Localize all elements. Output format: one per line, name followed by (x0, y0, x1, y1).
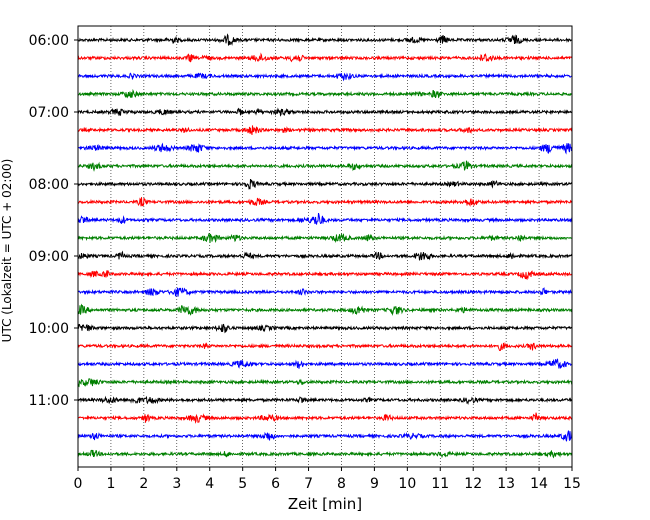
x-tick-label: 5 (238, 476, 247, 492)
trace-1030 (77, 358, 573, 369)
trace-0745 (77, 160, 573, 172)
trace-0600 (77, 33, 573, 46)
plot-area-frame (77, 25, 573, 468)
trace-1000 (77, 323, 573, 334)
x-tick-label: 10 (398, 476, 416, 492)
trace-0715 (77, 125, 573, 136)
trace-0730 (77, 142, 573, 155)
trace-0700 (77, 107, 573, 117)
x-tick-label: 1 (106, 476, 115, 492)
trace-0615 (77, 52, 573, 63)
trace-1115 (77, 412, 573, 424)
x-tick-label: 3 (172, 476, 181, 492)
x-tick-label: 13 (497, 476, 515, 492)
x-tick-label: 0 (74, 476, 83, 492)
x-axis-label: Zeit [min] (288, 495, 362, 513)
x-tick-label: 2 (139, 476, 148, 492)
trace-0630 (77, 72, 573, 82)
x-tick-label: 8 (337, 476, 346, 492)
trace-1130 (77, 430, 573, 442)
y-tick-label: 08:00 (29, 177, 69, 193)
trace-0845 (77, 232, 573, 244)
trace-0815 (77, 197, 573, 208)
trace-1045 (77, 378, 573, 388)
seismic-traces (77, 33, 573, 459)
x-tick-label: 11 (431, 476, 449, 492)
trace-0800 (77, 178, 573, 190)
y-axis-label: UTC (Lokalzeit = UTC + 02:00) (0, 159, 14, 343)
trace-1145 (77, 449, 573, 459)
x-tick-label: 14 (530, 476, 548, 492)
trace-1100 (77, 395, 573, 406)
x-tick-label: 12 (464, 476, 482, 492)
x-axis-ticks: 0 1 2 3 4 5 6 7 8 9 10 11 12 13 14 15 (74, 467, 581, 492)
trace-1015 (77, 341, 573, 352)
y-tick-label: 10:00 (29, 321, 69, 337)
x-tick-label: 9 (370, 476, 379, 492)
y-tick-label: 11:00 (29, 393, 69, 409)
x-tick-label: 15 (563, 476, 581, 492)
y-axis-ticks: 06:00 07:00 08:00 09:00 10:00 11:00 (29, 33, 78, 409)
trace-0645 (77, 88, 573, 99)
x-tick-label: 4 (205, 476, 214, 492)
trace-0900 (77, 250, 573, 261)
trace-0930 (77, 287, 573, 297)
trace-0915 (77, 270, 573, 281)
y-tick-label: 09:00 (29, 249, 69, 265)
trace-0945 (77, 303, 573, 317)
y-tick-label: 07:00 (29, 105, 69, 121)
x-tick-label: 6 (271, 476, 280, 492)
trace-0830 (77, 212, 573, 225)
y-tick-label: 06:00 (29, 33, 69, 49)
x-tick-label: 7 (304, 476, 313, 492)
